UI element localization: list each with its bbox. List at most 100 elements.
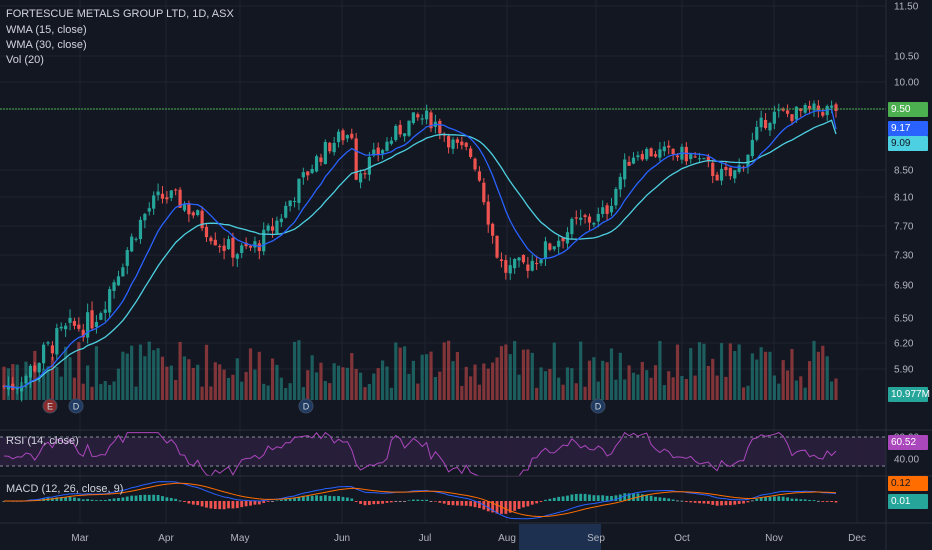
candle: [99, 313, 103, 320]
candle: [398, 124, 402, 135]
legend-wma15[interactable]: WMA (15, close): [6, 24, 87, 36]
volume-bar: [737, 344, 741, 400]
volume-bar: [552, 342, 556, 400]
candle: [253, 241, 257, 248]
volume-bar: [504, 344, 508, 400]
volume-bar: [332, 363, 336, 400]
macd-histogram-bar: [341, 496, 345, 501]
candle: [508, 265, 512, 274]
macd-histogram-bar: [645, 494, 649, 501]
volume-bar: [284, 387, 288, 400]
candle: [601, 207, 605, 214]
candle: [389, 140, 393, 144]
volume-bar: [345, 367, 349, 400]
legend-wma30[interactable]: WMA (30, close): [6, 39, 87, 51]
volume-bar: [433, 377, 438, 400]
candle: [196, 210, 200, 216]
volume-bar: [42, 368, 46, 400]
volume-bar: [772, 375, 776, 400]
macd-histogram-bar: [592, 495, 596, 501]
candle: [693, 156, 697, 158]
volume-bar: [240, 381, 244, 400]
macd-histogram-bar: [68, 496, 72, 501]
macd-histogram-bar: [535, 501, 539, 504]
volume-bar: [103, 381, 107, 400]
legend-volume[interactable]: Vol (20): [6, 54, 44, 66]
macd-histogram-bar: [830, 501, 833, 502]
macd-histogram-bar: [191, 501, 195, 505]
macd-histogram-bar: [394, 501, 398, 502]
candle: [697, 158, 702, 160]
candle: [103, 309, 107, 313]
volume-bar: [807, 361, 812, 400]
aug-time-highlight: [519, 524, 601, 550]
candle: [596, 214, 600, 222]
candle: [411, 112, 415, 124]
month-label: Aug: [498, 533, 516, 544]
volume-bar: [495, 357, 499, 400]
candle: [711, 162, 715, 176]
macd-histogram-bar: [750, 500, 754, 502]
macd-histogram-bar: [711, 501, 715, 505]
candle: [671, 148, 675, 155]
candle: [768, 123, 772, 131]
volume-bar: [213, 362, 217, 400]
candle: [407, 120, 411, 136]
macd-histogram-bar: [249, 501, 252, 506]
candle: [218, 246, 222, 248]
macd-histogram-bar: [152, 494, 156, 501]
volume-bar: [671, 377, 675, 400]
macd-histogram-bar: [583, 493, 587, 501]
volume-bar: [447, 340, 451, 400]
macd-histogram-bar: [279, 499, 283, 501]
macd-histogram-bar: [808, 499, 811, 501]
volume-bar: [706, 365, 710, 400]
price-tick-label: 8.10: [894, 193, 914, 204]
volume-bar: [724, 376, 728, 400]
macd-histogram-bar: [64, 497, 68, 501]
volume-bar: [499, 346, 504, 400]
volume-bar: [583, 386, 587, 400]
macd-histogram-bar: [200, 501, 204, 507]
macd-histogram-bar: [728, 501, 732, 506]
candle: [447, 136, 451, 148]
legend-rsi[interactable]: RSI (14, close): [6, 435, 79, 447]
volume-bar: [425, 354, 429, 400]
volume-bar: [609, 348, 614, 400]
candle: [288, 200, 292, 207]
volume-bar: [77, 342, 81, 400]
month-label: Mar: [71, 533, 89, 544]
macd-histogram-bar: [253, 501, 257, 505]
macd-histogram-bar: [781, 496, 785, 501]
volume-bar: [248, 348, 253, 400]
volume-bar: [301, 387, 305, 400]
volume-bar: [134, 386, 138, 400]
macd-histogram-bar: [337, 496, 340, 501]
candle: [477, 171, 482, 181]
candle: [182, 204, 187, 211]
volume-bar: [728, 343, 732, 400]
legend-macd[interactable]: MACD (12, 26, close, 9): [6, 483, 124, 495]
wma15-line: [3, 108, 837, 389]
volume-bar: [152, 350, 156, 400]
candle: [81, 329, 85, 338]
macd-histogram-bar: [275, 500, 279, 502]
macd-histogram-bar: [130, 495, 134, 501]
event-marker-label: D: [303, 402, 310, 412]
volume-bar: [829, 381, 834, 400]
price-tick-label: 6.20: [894, 339, 914, 350]
macd-histogram-bar: [684, 501, 688, 502]
candle: [429, 112, 433, 129]
candle: [689, 154, 693, 160]
candle: [112, 282, 116, 291]
macd-line: [4, 481, 837, 520]
candle: [372, 149, 376, 156]
macd-histogram-bar: [447, 501, 451, 505]
volume-bar: [147, 341, 151, 400]
volume-bar: [257, 351, 261, 400]
event-marker: [68, 398, 84, 414]
candle: [358, 173, 363, 183]
price-axis: 11.50 10.50 10.00 8.50 8.10 7.70 7.30 6.90 6.50 6…: [894, 2, 919, 376]
candle: [552, 246, 556, 250]
